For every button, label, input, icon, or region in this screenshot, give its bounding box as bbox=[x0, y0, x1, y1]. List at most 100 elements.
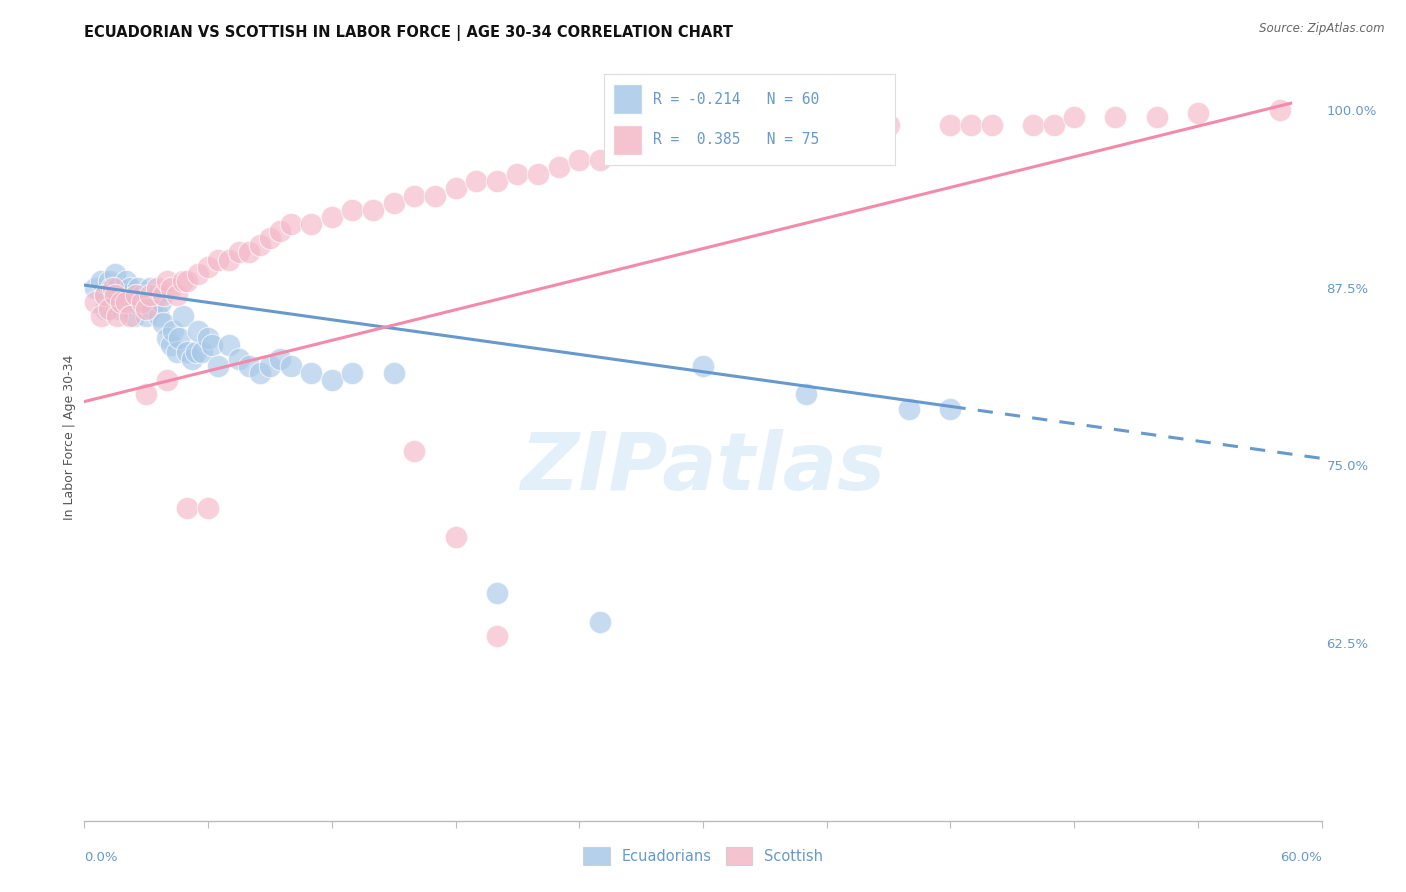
Text: Source: ZipAtlas.com: Source: ZipAtlas.com bbox=[1260, 22, 1385, 36]
Point bbox=[135, 302, 157, 317]
Point bbox=[299, 217, 322, 231]
Point bbox=[110, 288, 132, 302]
Point bbox=[589, 615, 612, 629]
Point bbox=[1104, 111, 1126, 125]
Text: 60.0%: 60.0% bbox=[1279, 851, 1322, 864]
Point bbox=[321, 210, 343, 224]
Point bbox=[692, 132, 714, 146]
Point bbox=[228, 351, 250, 366]
Point bbox=[423, 188, 446, 202]
Point bbox=[630, 145, 652, 160]
Point bbox=[139, 281, 162, 295]
Point bbox=[191, 344, 214, 359]
Point bbox=[485, 174, 508, 188]
Point bbox=[259, 359, 281, 373]
Point bbox=[361, 202, 384, 217]
Point bbox=[135, 295, 157, 310]
Point bbox=[713, 132, 735, 146]
Point bbox=[176, 501, 198, 516]
Point bbox=[382, 366, 405, 380]
Point bbox=[135, 387, 157, 401]
Legend: Ecuadorians, Scottish: Ecuadorians, Scottish bbox=[578, 841, 828, 871]
Point bbox=[794, 125, 817, 139]
Point bbox=[877, 118, 900, 132]
Point bbox=[197, 331, 219, 345]
Point bbox=[342, 202, 364, 217]
Point bbox=[837, 125, 859, 139]
Point bbox=[127, 281, 149, 295]
Point bbox=[671, 139, 693, 153]
Point bbox=[152, 317, 174, 331]
Point bbox=[589, 153, 612, 167]
Point bbox=[733, 132, 755, 146]
Point bbox=[465, 174, 488, 188]
Point bbox=[898, 401, 921, 416]
Point bbox=[547, 160, 569, 174]
Point bbox=[139, 288, 162, 302]
Point bbox=[609, 145, 631, 160]
Point bbox=[404, 188, 426, 202]
Point bbox=[1022, 118, 1045, 132]
Point bbox=[131, 288, 153, 302]
Point bbox=[960, 118, 983, 132]
Point bbox=[122, 310, 145, 324]
Point bbox=[110, 295, 132, 310]
Point bbox=[506, 167, 529, 181]
Point bbox=[100, 281, 122, 295]
Point bbox=[1270, 103, 1292, 118]
Point bbox=[118, 281, 141, 295]
Point bbox=[103, 295, 125, 310]
Point bbox=[1146, 111, 1168, 125]
Point bbox=[105, 310, 128, 324]
Point bbox=[121, 295, 143, 310]
Point bbox=[162, 324, 184, 338]
Point bbox=[156, 331, 179, 345]
Point bbox=[485, 586, 508, 600]
Point bbox=[201, 337, 224, 351]
Point bbox=[342, 366, 364, 380]
Point bbox=[794, 387, 817, 401]
Point bbox=[176, 274, 198, 288]
Point bbox=[207, 359, 229, 373]
Point bbox=[1063, 111, 1085, 125]
Point bbox=[180, 351, 202, 366]
Point bbox=[118, 310, 141, 324]
Point bbox=[187, 267, 209, 281]
Point bbox=[939, 401, 962, 416]
Point bbox=[125, 288, 148, 302]
Point bbox=[145, 281, 167, 295]
Point bbox=[114, 295, 136, 310]
Point bbox=[197, 501, 219, 516]
Point bbox=[249, 366, 271, 380]
Point bbox=[167, 331, 190, 345]
Point bbox=[105, 281, 128, 295]
Point bbox=[382, 195, 405, 210]
Point bbox=[1187, 106, 1209, 120]
Point bbox=[90, 310, 112, 324]
Point bbox=[156, 373, 179, 387]
Point bbox=[125, 295, 148, 310]
Point bbox=[980, 118, 1002, 132]
Point bbox=[104, 288, 127, 302]
Point bbox=[94, 288, 117, 302]
Point bbox=[651, 139, 673, 153]
Point bbox=[249, 238, 271, 252]
Point bbox=[1042, 118, 1064, 132]
Point bbox=[404, 444, 426, 458]
Point bbox=[207, 252, 229, 267]
Point bbox=[218, 252, 240, 267]
Point bbox=[125, 288, 148, 302]
Point bbox=[238, 359, 260, 373]
Point bbox=[321, 373, 343, 387]
Point bbox=[197, 260, 219, 274]
Point bbox=[149, 295, 172, 310]
Point bbox=[269, 351, 291, 366]
Point bbox=[228, 245, 250, 260]
Point bbox=[160, 281, 183, 295]
Point bbox=[280, 217, 302, 231]
Text: ECUADORIAN VS SCOTTISH IN LABOR FORCE | AGE 30-34 CORRELATION CHART: ECUADORIAN VS SCOTTISH IN LABOR FORCE | … bbox=[84, 25, 734, 41]
Point bbox=[160, 337, 183, 351]
Point bbox=[775, 125, 797, 139]
Point bbox=[166, 344, 188, 359]
Point bbox=[98, 274, 121, 288]
